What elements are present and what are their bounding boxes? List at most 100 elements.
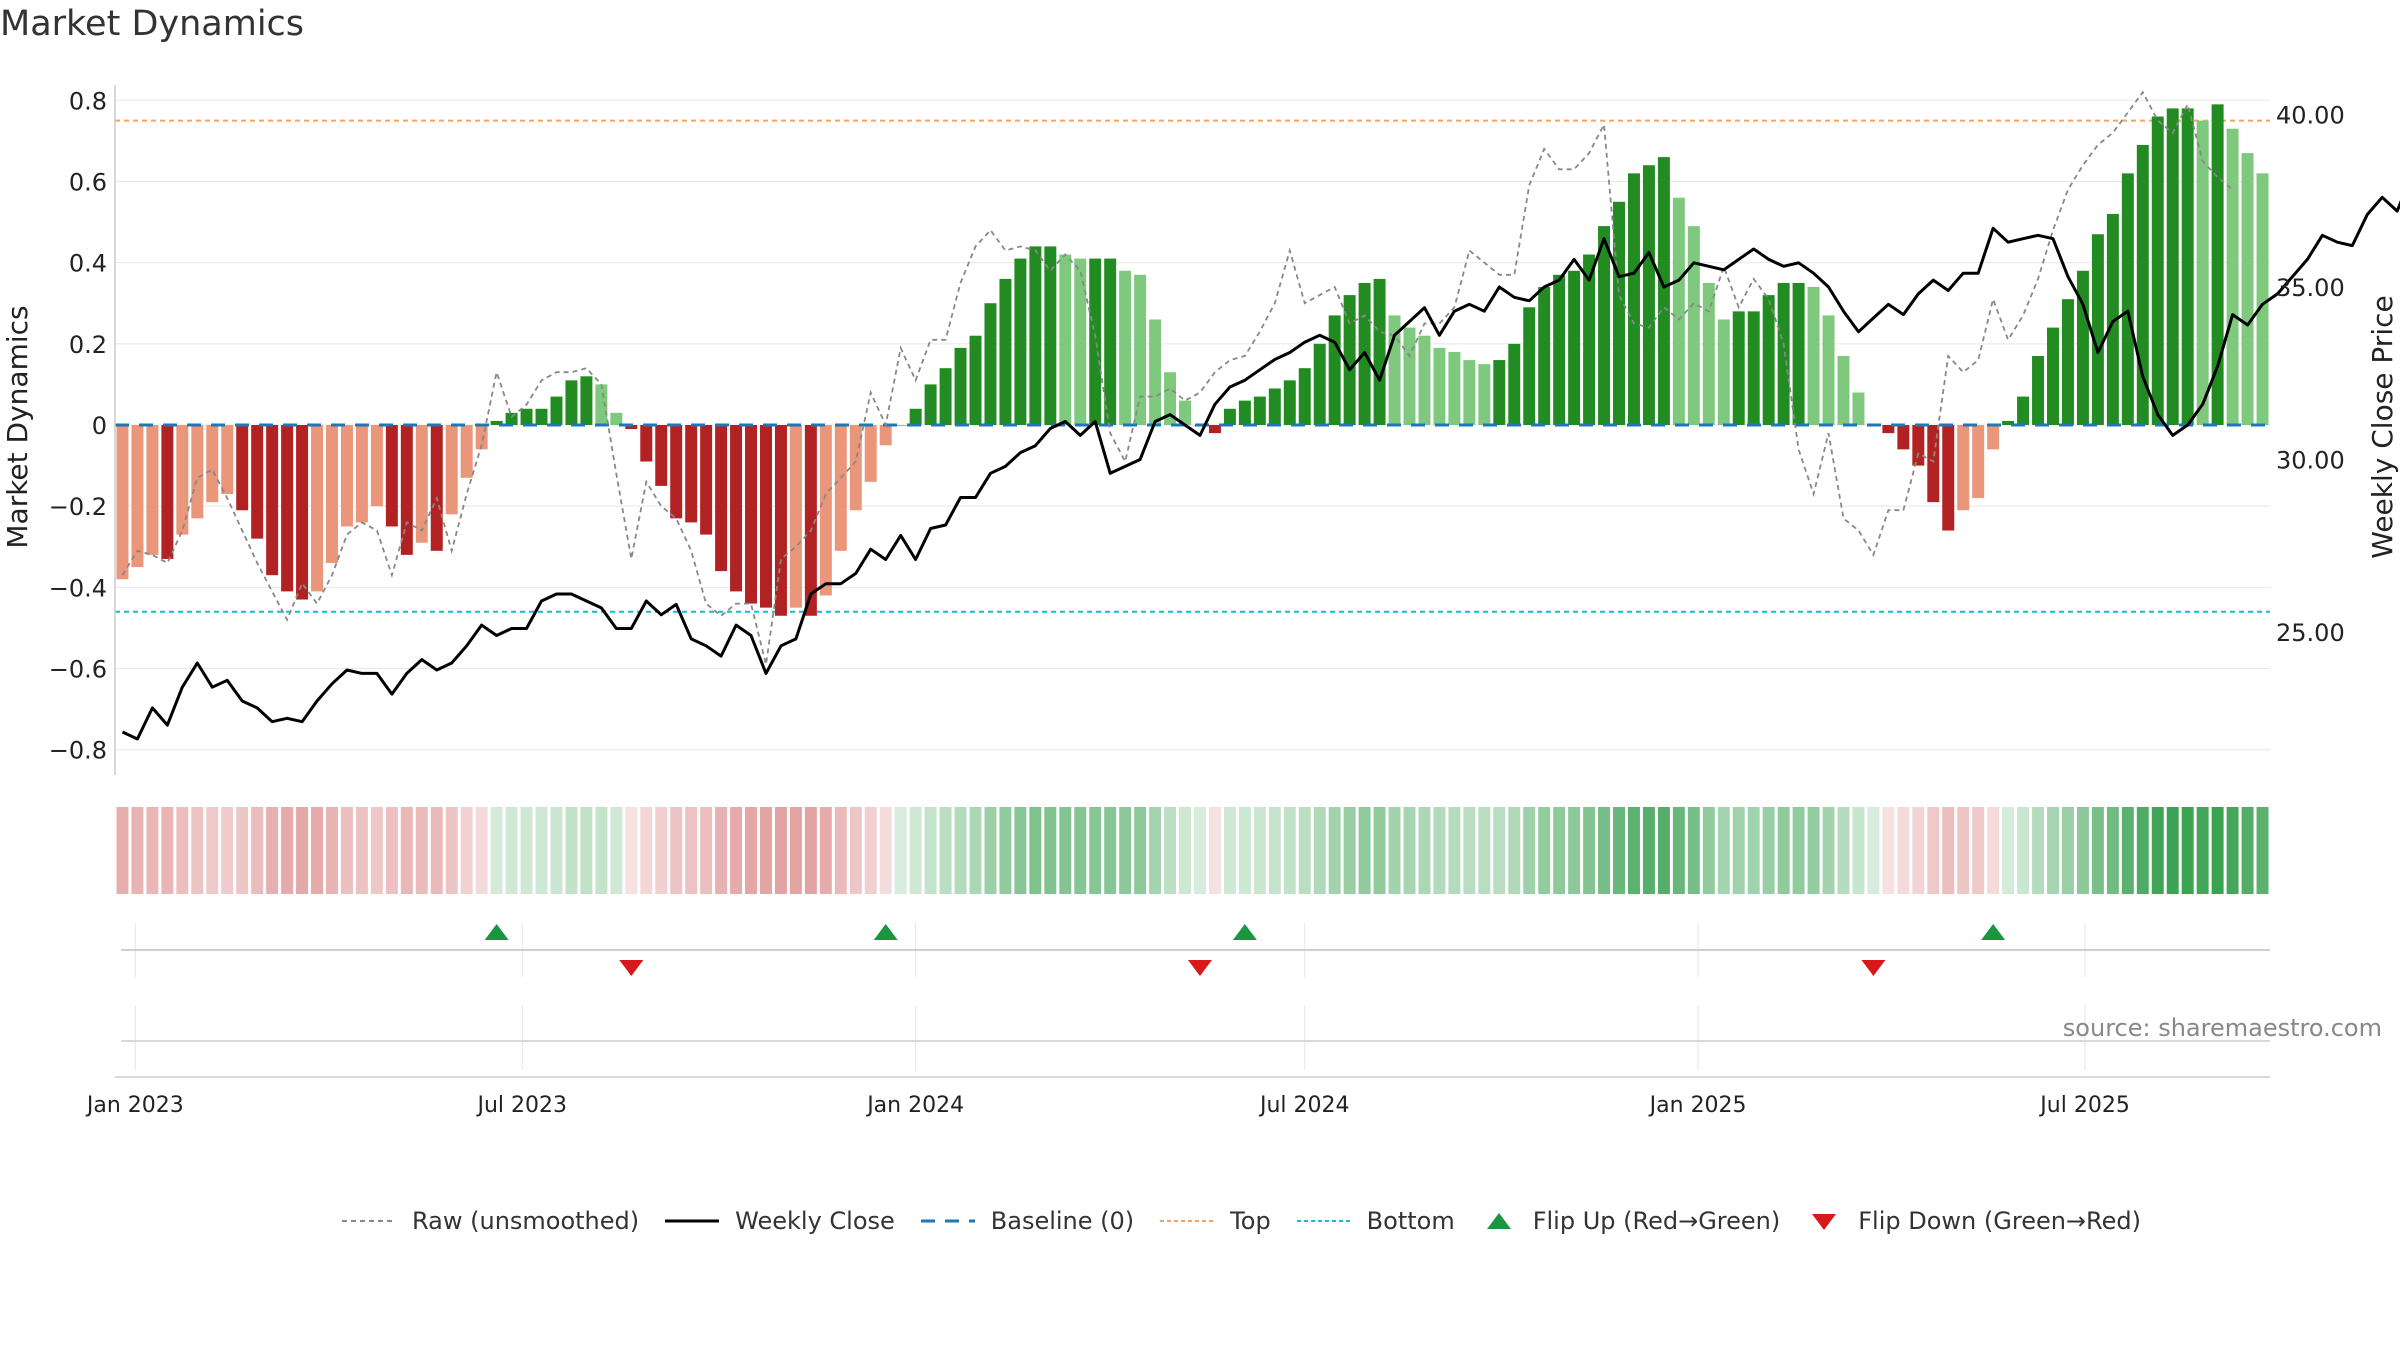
bar — [700, 425, 713, 535]
heat-cell — [2091, 807, 2104, 894]
bar — [1298, 368, 1311, 425]
bar — [1268, 388, 1281, 425]
bar — [2181, 108, 2194, 425]
bar — [2076, 270, 2089, 425]
heat-cell — [1149, 807, 1162, 894]
y-tick-label: 0.8 — [69, 87, 107, 115]
heat-cell — [2136, 807, 2149, 894]
heat-cell — [1044, 807, 1057, 894]
x-tick-label: Jan 2023 — [85, 1093, 184, 1118]
bar — [1912, 425, 1925, 466]
heat-cell — [1014, 807, 1027, 894]
bar — [191, 425, 204, 519]
heat-cell — [1627, 807, 1640, 894]
heat-cell — [819, 807, 832, 894]
empty-panel — [115, 1005, 2270, 1078]
heat-cell — [355, 807, 368, 894]
bar — [1179, 400, 1192, 425]
x-axis: Jan 2023 Jul 2023 Jan 2024 Jul 2024 Jan 2025… — [85, 1093, 2130, 1118]
heat-cell — [1583, 807, 1596, 894]
bar — [1957, 425, 1970, 511]
bar — [2047, 327, 2059, 425]
heat-cell — [2106, 807, 2119, 894]
heat-cell — [924, 807, 937, 894]
heat-cell — [1029, 807, 1042, 894]
bar — [1149, 319, 1162, 425]
heat-cell — [340, 807, 353, 894]
heat-cell — [745, 807, 758, 894]
y-axis: 0.8 0.6 0.4 0.2 0 −0.2 −0.4 −0.6 −0.8 — [49, 85, 116, 775]
bar — [266, 425, 279, 576]
heat-cell — [969, 807, 982, 894]
bar — [176, 425, 189, 535]
heat-cell — [385, 807, 398, 894]
heat-cell — [1822, 807, 1835, 894]
heat-cell — [1553, 807, 1566, 894]
heat-cell — [1897, 807, 1910, 894]
heat-cell — [1747, 807, 1760, 894]
heat-cell — [1762, 807, 1775, 894]
y2-tick-label: 35.00 — [2276, 274, 2345, 302]
heat-cell — [715, 807, 728, 894]
bar — [1493, 360, 1506, 425]
bar — [2166, 108, 2179, 425]
bar — [2241, 153, 2254, 425]
heat-cell — [1882, 807, 1895, 894]
heat-cell — [1208, 807, 1221, 894]
bar — [2061, 299, 2074, 425]
weekly-close-line — [121, 195, 2400, 741]
bar — [640, 425, 653, 462]
bar — [1418, 335, 1431, 425]
legend-item-flip-up: Flip Up (Red→Green) — [1479, 1207, 1780, 1235]
heat-cell — [984, 807, 997, 894]
heat-cell — [161, 807, 174, 894]
heat-cell — [1478, 807, 1491, 894]
bar — [1448, 351, 1461, 425]
bar — [2211, 104, 2224, 426]
heat-cell — [206, 807, 219, 894]
y2-tick-label: 40.00 — [2276, 102, 2345, 130]
x-tick-label: Jul 2023 — [476, 1093, 568, 1118]
heat-cell — [1657, 807, 1670, 894]
bar — [864, 425, 877, 482]
heat-cell — [191, 807, 204, 894]
bar — [565, 380, 578, 425]
bar — [1313, 343, 1326, 425]
flip-up-marker — [873, 924, 898, 940]
heat-cell — [1358, 807, 1371, 894]
heat-cell — [655, 807, 668, 894]
bar — [2032, 356, 2045, 425]
raw-line — [121, 90, 2234, 665]
bar — [1014, 258, 1027, 425]
main-grid — [115, 99, 2270, 751]
heat-cell — [789, 807, 802, 894]
bar — [400, 425, 413, 555]
heat-cell — [535, 807, 548, 894]
x-tick-label: Jan 2025 — [1648, 1093, 1747, 1118]
bar — [745, 425, 758, 604]
heat-cell — [1164, 807, 1177, 894]
y2-tick-label: 30.00 — [2276, 447, 2345, 475]
heat-cell — [2121, 807, 2134, 894]
heat-cell — [1238, 807, 1251, 894]
heat-cell — [760, 807, 772, 894]
bar — [1657, 157, 1670, 425]
bar — [445, 425, 458, 515]
y2-axis: 40.00 35.00 30.00 25.00 — [2276, 102, 2345, 648]
heat-cell — [1538, 807, 1551, 894]
heat-cell — [2032, 807, 2045, 894]
heat-cell — [670, 807, 683, 894]
bar — [939, 368, 952, 425]
heat-cell — [505, 807, 518, 894]
bar — [131, 425, 144, 568]
heat-cell — [2017, 807, 2030, 894]
heat-cell — [2181, 807, 2194, 894]
source-label: source: sharemaestro.com — [2062, 1014, 2382, 1042]
heat-cell — [1403, 807, 1416, 894]
bar — [595, 384, 608, 425]
flip-up-marker — [484, 924, 509, 940]
heat-cell — [251, 807, 264, 894]
heat-cell — [131, 807, 144, 894]
bar — [281, 425, 294, 592]
heat-cell — [236, 807, 249, 894]
